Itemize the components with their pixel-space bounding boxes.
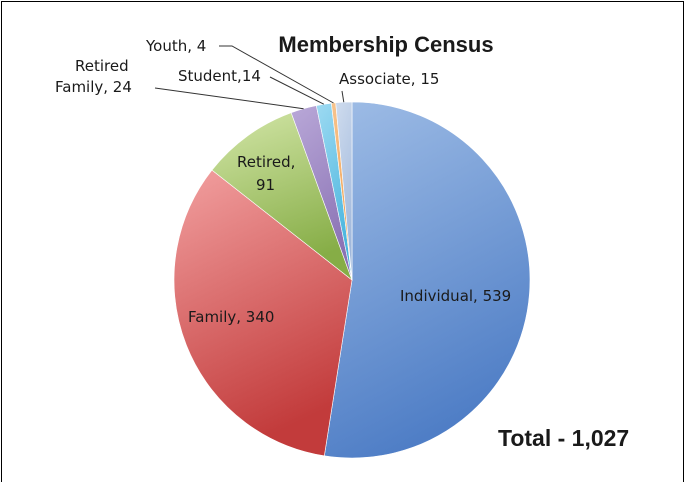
label-retired-family-line2: Family, 24	[55, 78, 132, 96]
label-individual: Individual, 539	[400, 287, 511, 305]
label-retired-line2: 91	[256, 176, 275, 194]
slice-individual	[323, 101, 531, 459]
label-student: Student,14	[178, 67, 261, 85]
leader-associate	[341, 90, 345, 103]
label-youth: Youth, 4	[145, 37, 206, 55]
pie-slices	[173, 101, 531, 459]
leader-student	[269, 76, 325, 105]
slice-family	[173, 169, 353, 457]
label-retired-line1: Retired,	[237, 153, 295, 171]
leader-youth	[219, 45, 334, 104]
label-family: Family, 340	[188, 308, 274, 326]
chart-title: Membership Census	[278, 32, 493, 57]
label-retired-family-line1: Retired	[75, 57, 129, 75]
slice-retired	[211, 112, 353, 281]
leader-retired-family	[154, 87, 304, 110]
label-associate: Associate, 15	[339, 70, 439, 88]
leader-lines	[154, 45, 345, 110]
total-label: Total - 1,027	[498, 425, 629, 451]
